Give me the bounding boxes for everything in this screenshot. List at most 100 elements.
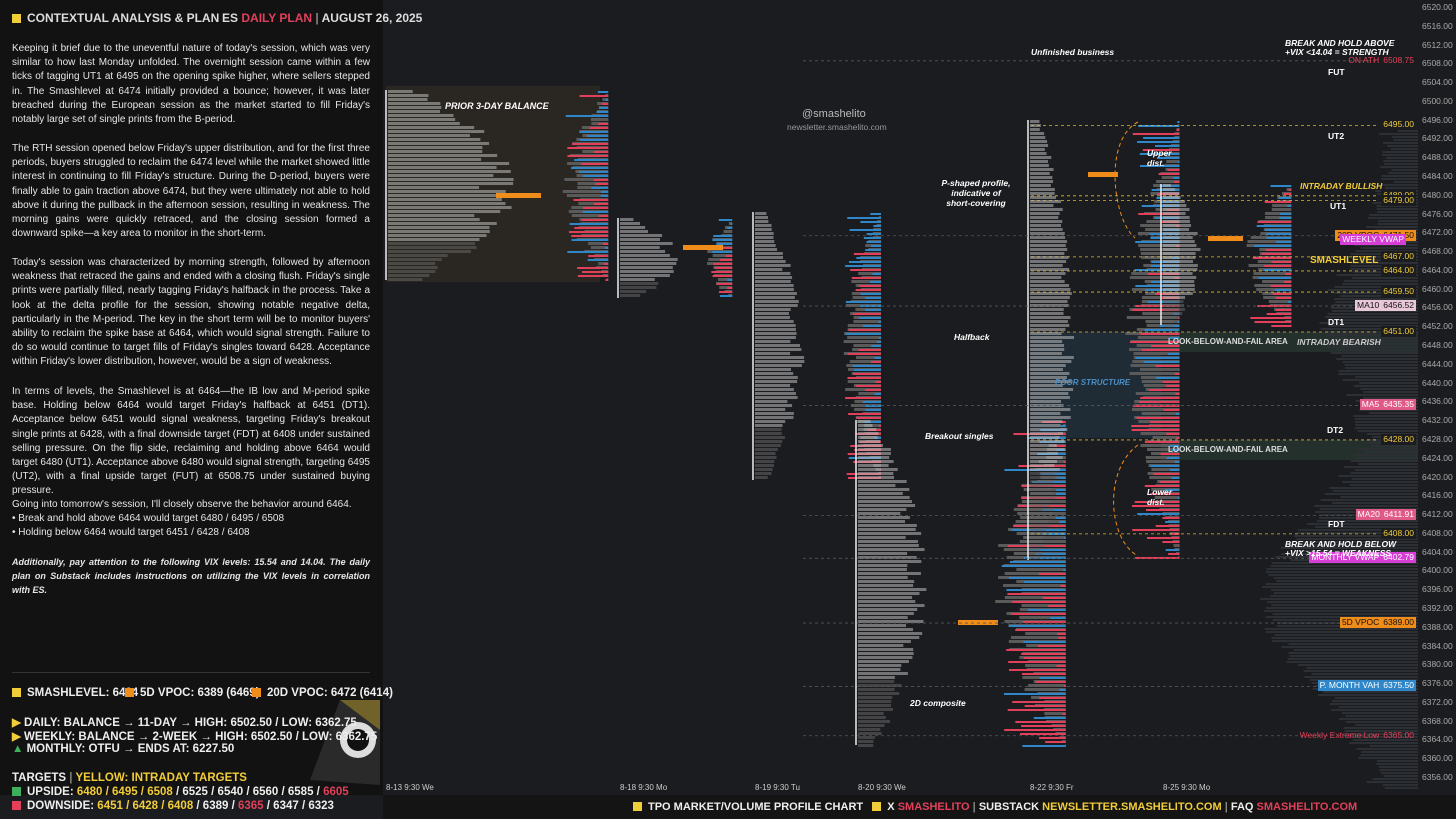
price-label: 6420.00	[1422, 471, 1453, 482]
tpo-letters	[1030, 432, 1063, 435]
delta-bar	[1039, 737, 1066, 739]
delta-bar	[1135, 357, 1180, 359]
delta-bar	[1056, 493, 1066, 495]
volume-bar	[1268, 574, 1418, 576]
tpo-letters	[1030, 428, 1068, 431]
tpo-letters	[388, 242, 475, 245]
profile-gray	[598, 262, 609, 265]
tpo-letters	[858, 744, 874, 747]
tpo-letters	[755, 272, 791, 275]
volume-bar	[1376, 208, 1418, 210]
delta-bar	[604, 263, 609, 265]
profile-gray	[1143, 384, 1180, 387]
tpo-letters	[620, 266, 673, 269]
volume-bar	[1325, 331, 1418, 333]
tpo-letters	[1030, 512, 1054, 515]
delta-bar	[854, 369, 881, 371]
tag-label: P. MONTH VAH	[1319, 680, 1380, 691]
delta-bar	[1257, 305, 1292, 307]
volume-bar	[1346, 721, 1418, 723]
profile-gray	[847, 336, 881, 339]
tpo-letters	[388, 90, 413, 93]
delta-bar	[599, 107, 609, 109]
delta-bar	[597, 91, 609, 93]
tpo-letters	[858, 624, 906, 627]
tpo-letters	[858, 472, 894, 475]
tpo-letters	[858, 460, 894, 463]
delta-bar	[1015, 721, 1066, 723]
tpo-letters	[388, 158, 482, 161]
tpo-letters	[1030, 424, 1061, 427]
tpo-letters	[1163, 192, 1180, 195]
delta-bar	[879, 337, 881, 339]
delta-bar	[577, 267, 609, 269]
volume-bar	[1264, 610, 1418, 612]
profile-gray	[1140, 432, 1180, 435]
link[interactable]: SMASHELITO.COM	[1256, 801, 1358, 813]
volume-bar	[1334, 286, 1418, 288]
volume-bar	[1336, 274, 1418, 276]
volume-bar	[1350, 472, 1418, 474]
volume-bar	[1390, 148, 1418, 150]
tpo-letters	[388, 146, 483, 149]
tag-label: MA10	[1357, 300, 1380, 311]
volume-bar	[1388, 172, 1418, 174]
delta-bar	[1271, 325, 1292, 327]
tpo-letters	[755, 464, 774, 467]
tpo-letters	[1030, 528, 1046, 531]
tpo-letters	[858, 712, 884, 715]
annotation: BREAK AND HOLD ABOVE	[1285, 38, 1395, 48]
tag-price: 6459.50	[1383, 286, 1414, 297]
profile-gray	[1265, 212, 1292, 215]
profile-gray	[1129, 372, 1180, 375]
tpo-letters	[1163, 312, 1183, 315]
tpo-letters	[1030, 120, 1040, 123]
tpo-letters	[1030, 444, 1057, 447]
link[interactable]: NEWSLETTER.SMASHELITO.COM	[1042, 801, 1222, 813]
delta-bar	[1059, 521, 1066, 523]
tpo-letters	[1030, 396, 1070, 399]
profile-gray	[1126, 316, 1180, 319]
delta-bar	[711, 271, 733, 273]
link[interactable]: SMASHELITO	[897, 801, 970, 813]
delta-bar	[595, 183, 609, 185]
tpo-letters	[1030, 208, 1063, 211]
profile-gray	[1044, 712, 1066, 715]
delta-bar	[1048, 605, 1066, 607]
delta-bar	[1287, 205, 1292, 207]
delta-bar	[1008, 669, 1066, 671]
delta-bar	[1138, 125, 1180, 127]
tpo-letters	[1030, 188, 1055, 191]
text: / 6525 / 6540 / 6560 / 6585 /	[175, 786, 320, 798]
tpo-letters	[858, 620, 924, 623]
tpo-letters	[858, 552, 908, 555]
tag-price: 6495.00	[1383, 119, 1414, 130]
tpo-letters	[1030, 376, 1067, 379]
profile-gray	[1135, 392, 1180, 395]
tpo-letters	[620, 254, 670, 257]
tpo-letters	[388, 150, 483, 153]
annotation: PRIOR 3-DAY BALANCE	[445, 101, 549, 111]
volume-bar	[1288, 643, 1418, 645]
delta-bar	[1156, 377, 1180, 379]
delta-bar	[1166, 433, 1180, 435]
profile-gray	[845, 388, 881, 391]
tpo-letters	[1030, 240, 1067, 243]
tpo-letters	[858, 628, 914, 631]
profile-gray	[1140, 248, 1180, 251]
delta-bar	[1137, 513, 1180, 515]
delta-bar	[1162, 381, 1180, 383]
delta-bar	[1007, 593, 1066, 595]
delta-bar	[1252, 257, 1292, 259]
tpo-letters	[1030, 296, 1070, 299]
tpo-letters	[1030, 468, 1060, 471]
poc	[1088, 172, 1118, 177]
volume-bar	[1316, 520, 1418, 522]
tpo-letters	[858, 536, 906, 539]
volume-bar	[1383, 775, 1418, 777]
tpo-letters	[755, 304, 798, 307]
delta-bar	[1144, 441, 1180, 443]
profile-gray	[864, 424, 881, 427]
tpo-letters	[858, 576, 908, 579]
annotation: FUT	[1328, 67, 1345, 77]
